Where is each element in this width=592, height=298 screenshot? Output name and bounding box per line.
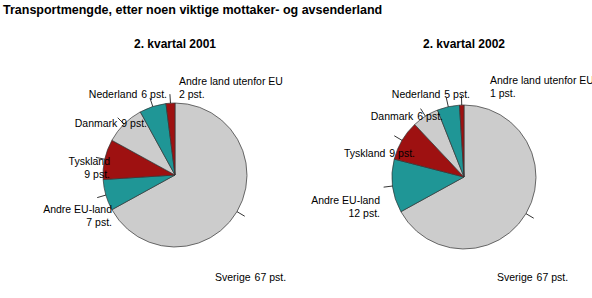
slice-label: Danmark [371,110,414,122]
value-label: 6 pst. [141,88,167,100]
value-label: 9 pst. [84,168,110,180]
leader-line [526,214,534,219]
leader-line [394,136,402,141]
slice-label: Tyskland [344,147,386,159]
slice [140,104,175,175]
pie: Sverige 67 pst. Andre EU-land7 pst. Tysklan… [43,75,286,283]
value-label: 1 pst. [490,87,516,99]
slice-label: Sverige [215,271,251,283]
value-label: 67 pst. [537,271,569,283]
value-label: 6 pst. [417,110,443,122]
slice-label: Nederland [392,88,441,100]
value-label: 12 pst. [348,207,380,219]
value-label: 7 pst. [86,216,112,228]
slice-label: Andre EU-land [311,194,380,206]
chart-root: Transportmengde, etter noen viktige mott… [0,0,592,298]
leader-line [169,94,171,103]
slice-label: Sverige [497,271,533,283]
slice-label: Danmark [75,117,118,129]
subtitle: 2. kvartal 2002 [423,37,505,51]
value-label: 2 pst. [179,88,205,100]
slice [459,105,464,177]
value-label: 9 pst. [121,117,147,129]
leader-line [461,96,462,105]
leader-line [237,212,245,217]
subtitle: 2. kvartal 2001 [134,37,216,51]
value-label: 5 pst. [444,88,470,100]
slice-label: Tyskland [69,155,111,167]
leader-line [384,186,393,187]
slice-label: Andre EU-land [43,203,112,215]
slice-label: Andre land utenfor EU [490,74,592,86]
slice [166,103,175,175]
value-label: 67 pst. [255,271,287,283]
slice-label: Andre land utenfor EU [179,75,283,87]
leader-line [97,195,106,198]
pie: Sverige 67 pst. Andre EU-land12 pst. Tyskla… [311,74,592,283]
value-label: 9 pst. [389,147,415,159]
title: Transportmengde, etter noen viktige mott… [3,3,382,17]
slice-label: Nederland [89,88,138,100]
slice [103,175,175,210]
